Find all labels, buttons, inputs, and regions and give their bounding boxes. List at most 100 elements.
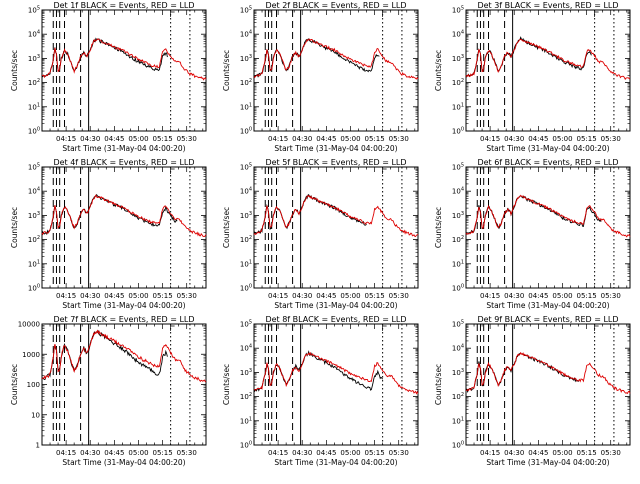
y-tick-label: 101 bbox=[452, 259, 464, 268]
x-tick-label: 05:15 bbox=[364, 292, 384, 300]
y-tick-label: 103 bbox=[452, 211, 464, 220]
panel-title: Det 8f BLACK = Events, RED = LLD bbox=[265, 315, 406, 324]
panel-title: Det 6f BLACK = Events, RED = LLD bbox=[477, 158, 618, 167]
panel-title: Det 5f BLACK = Events, RED = LLD bbox=[265, 158, 406, 167]
x-tick-label: 05:15 bbox=[364, 135, 384, 143]
marker-flag bbox=[170, 168, 175, 174]
x-tick-label: 04:45 bbox=[104, 135, 124, 143]
y-tick-label: 102 bbox=[240, 392, 252, 401]
panel-title: Det 7f BLACK = Events, RED = LLD bbox=[53, 315, 194, 324]
series-lld-line bbox=[253, 38, 419, 80]
x-tick-label: 04:30 bbox=[80, 292, 100, 300]
x-tick-label: 04:15 bbox=[268, 135, 288, 143]
x-tick-label: 04:45 bbox=[104, 292, 124, 300]
y-tick-label: 101 bbox=[240, 102, 252, 111]
x-tick-label: 05:15 bbox=[152, 449, 172, 457]
x-tick-label: 04:30 bbox=[504, 292, 524, 300]
y-tick-label: 105 bbox=[240, 320, 252, 329]
x-tick-label: 04:45 bbox=[316, 135, 336, 143]
x-tick-label: 04:30 bbox=[80, 449, 100, 457]
x-tick-label: 05:00 bbox=[128, 292, 148, 300]
x-tick-label: 05:00 bbox=[552, 135, 572, 143]
plot-frame bbox=[41, 323, 207, 446]
x-tick-label: 05:00 bbox=[340, 135, 360, 143]
x-tick-label: 04:45 bbox=[528, 135, 548, 143]
y-tick-label: 104 bbox=[240, 187, 252, 196]
detector-panel-2: Det 2f BLACK = Events, RED = LLD 100 101 10… bbox=[222, 1, 419, 153]
series-lld-line bbox=[41, 329, 207, 383]
y-tick-label: 101 bbox=[452, 416, 464, 425]
y-tick-label: 104 bbox=[452, 30, 464, 39]
y-tick-label: 101 bbox=[28, 259, 40, 268]
x-tick-label: 04:15 bbox=[56, 449, 76, 457]
y-tick-label: 102 bbox=[240, 78, 252, 87]
x-tick-label: 05:15 bbox=[576, 292, 596, 300]
x-tick-label: 05:30 bbox=[389, 449, 409, 457]
y-tick-label: 103 bbox=[240, 54, 252, 63]
x-tick-label: 04:30 bbox=[292, 135, 312, 143]
detector-panel-5: Det 5f BLACK = Events, RED = LLD 100 101 10… bbox=[222, 158, 419, 310]
y-tick-label: 101 bbox=[240, 259, 252, 268]
marker-flag bbox=[170, 11, 175, 17]
x-tick-label: 05:00 bbox=[128, 135, 148, 143]
series-lld-line bbox=[253, 194, 419, 238]
x-tick-label: 04:15 bbox=[56, 135, 76, 143]
y-tick-label: 10000 bbox=[18, 321, 40, 329]
y-tick-label: 104 bbox=[28, 30, 40, 39]
x-tick-label: 04:45 bbox=[528, 449, 548, 457]
x-tick-label: 05:00 bbox=[552, 449, 572, 457]
y-tick-label: 100 bbox=[240, 441, 252, 450]
y-tick-label: 105 bbox=[240, 6, 252, 15]
y-axis-label: Counts/sec bbox=[434, 364, 443, 405]
y-tick-label: 100 bbox=[28, 127, 40, 136]
x-tick-label: 05:30 bbox=[177, 135, 197, 143]
x-axis-label: Start Time (31-May-04 04:00:20) bbox=[274, 301, 397, 310]
x-tick-label: 05:15 bbox=[152, 135, 172, 143]
y-tick-label: 1 bbox=[36, 442, 40, 450]
plot-frame bbox=[253, 9, 419, 132]
y-tick-label: 102 bbox=[28, 235, 40, 244]
y-tick-label: 10 bbox=[31, 411, 40, 419]
marker-flag bbox=[594, 325, 599, 331]
x-tick-label: 05:15 bbox=[576, 449, 596, 457]
x-tick-label: 04:45 bbox=[316, 292, 336, 300]
x-tick-label: 05:15 bbox=[576, 135, 596, 143]
series-lld-line bbox=[41, 38, 207, 81]
plot-frame bbox=[465, 9, 631, 132]
x-axis-label: Start Time (31-May-04 04:00:20) bbox=[486, 301, 609, 310]
y-tick-label: 100 bbox=[240, 127, 252, 136]
y-tick-label: 102 bbox=[452, 235, 464, 244]
x-tick-label: 05:30 bbox=[389, 292, 409, 300]
y-tick-label: 104 bbox=[452, 187, 464, 196]
y-tick-label: 104 bbox=[240, 30, 252, 39]
x-tick-label: 04:30 bbox=[504, 135, 524, 143]
x-tick-label: 05:30 bbox=[177, 449, 197, 457]
panel-title: Det 4f BLACK = Events, RED = LLD bbox=[53, 158, 194, 167]
x-tick-label: 04:15 bbox=[268, 449, 288, 457]
x-tick-label: 05:30 bbox=[601, 135, 621, 143]
y-axis-label: Counts/sec bbox=[10, 207, 19, 248]
y-tick-label: 100 bbox=[28, 284, 40, 293]
y-tick-label: 104 bbox=[452, 344, 464, 353]
panel-title: Det 2f BLACK = Events, RED = LLD bbox=[265, 1, 406, 10]
y-tick-label: 103 bbox=[452, 368, 464, 377]
series-lld-line bbox=[253, 351, 419, 395]
x-tick-label: 05:30 bbox=[389, 135, 409, 143]
x-tick-label: 05:00 bbox=[128, 449, 148, 457]
plot-frame bbox=[253, 166, 419, 289]
series-events-line bbox=[465, 195, 602, 235]
x-axis-label: Start Time (31-May-04 04:00:20) bbox=[62, 458, 185, 467]
series-events-line bbox=[41, 193, 178, 236]
series-lld-line bbox=[465, 194, 631, 238]
panel-title: Det 1f BLACK = Events, RED = LLD bbox=[53, 1, 194, 10]
y-tick-label: 1000 bbox=[22, 351, 40, 359]
y-axis-label: Counts/sec bbox=[434, 207, 443, 248]
series-events-line bbox=[253, 38, 380, 78]
x-tick-label: 04:45 bbox=[104, 449, 124, 457]
x-axis-label: Start Time (31-May-04 04:00:20) bbox=[62, 301, 185, 310]
series-events-line bbox=[253, 194, 367, 235]
y-tick-label: 105 bbox=[452, 320, 464, 329]
panel-title: Det 3f BLACK = Events, RED = LLD bbox=[477, 1, 618, 10]
series-lld-line bbox=[465, 351, 631, 395]
y-tick-label: 103 bbox=[240, 211, 252, 220]
